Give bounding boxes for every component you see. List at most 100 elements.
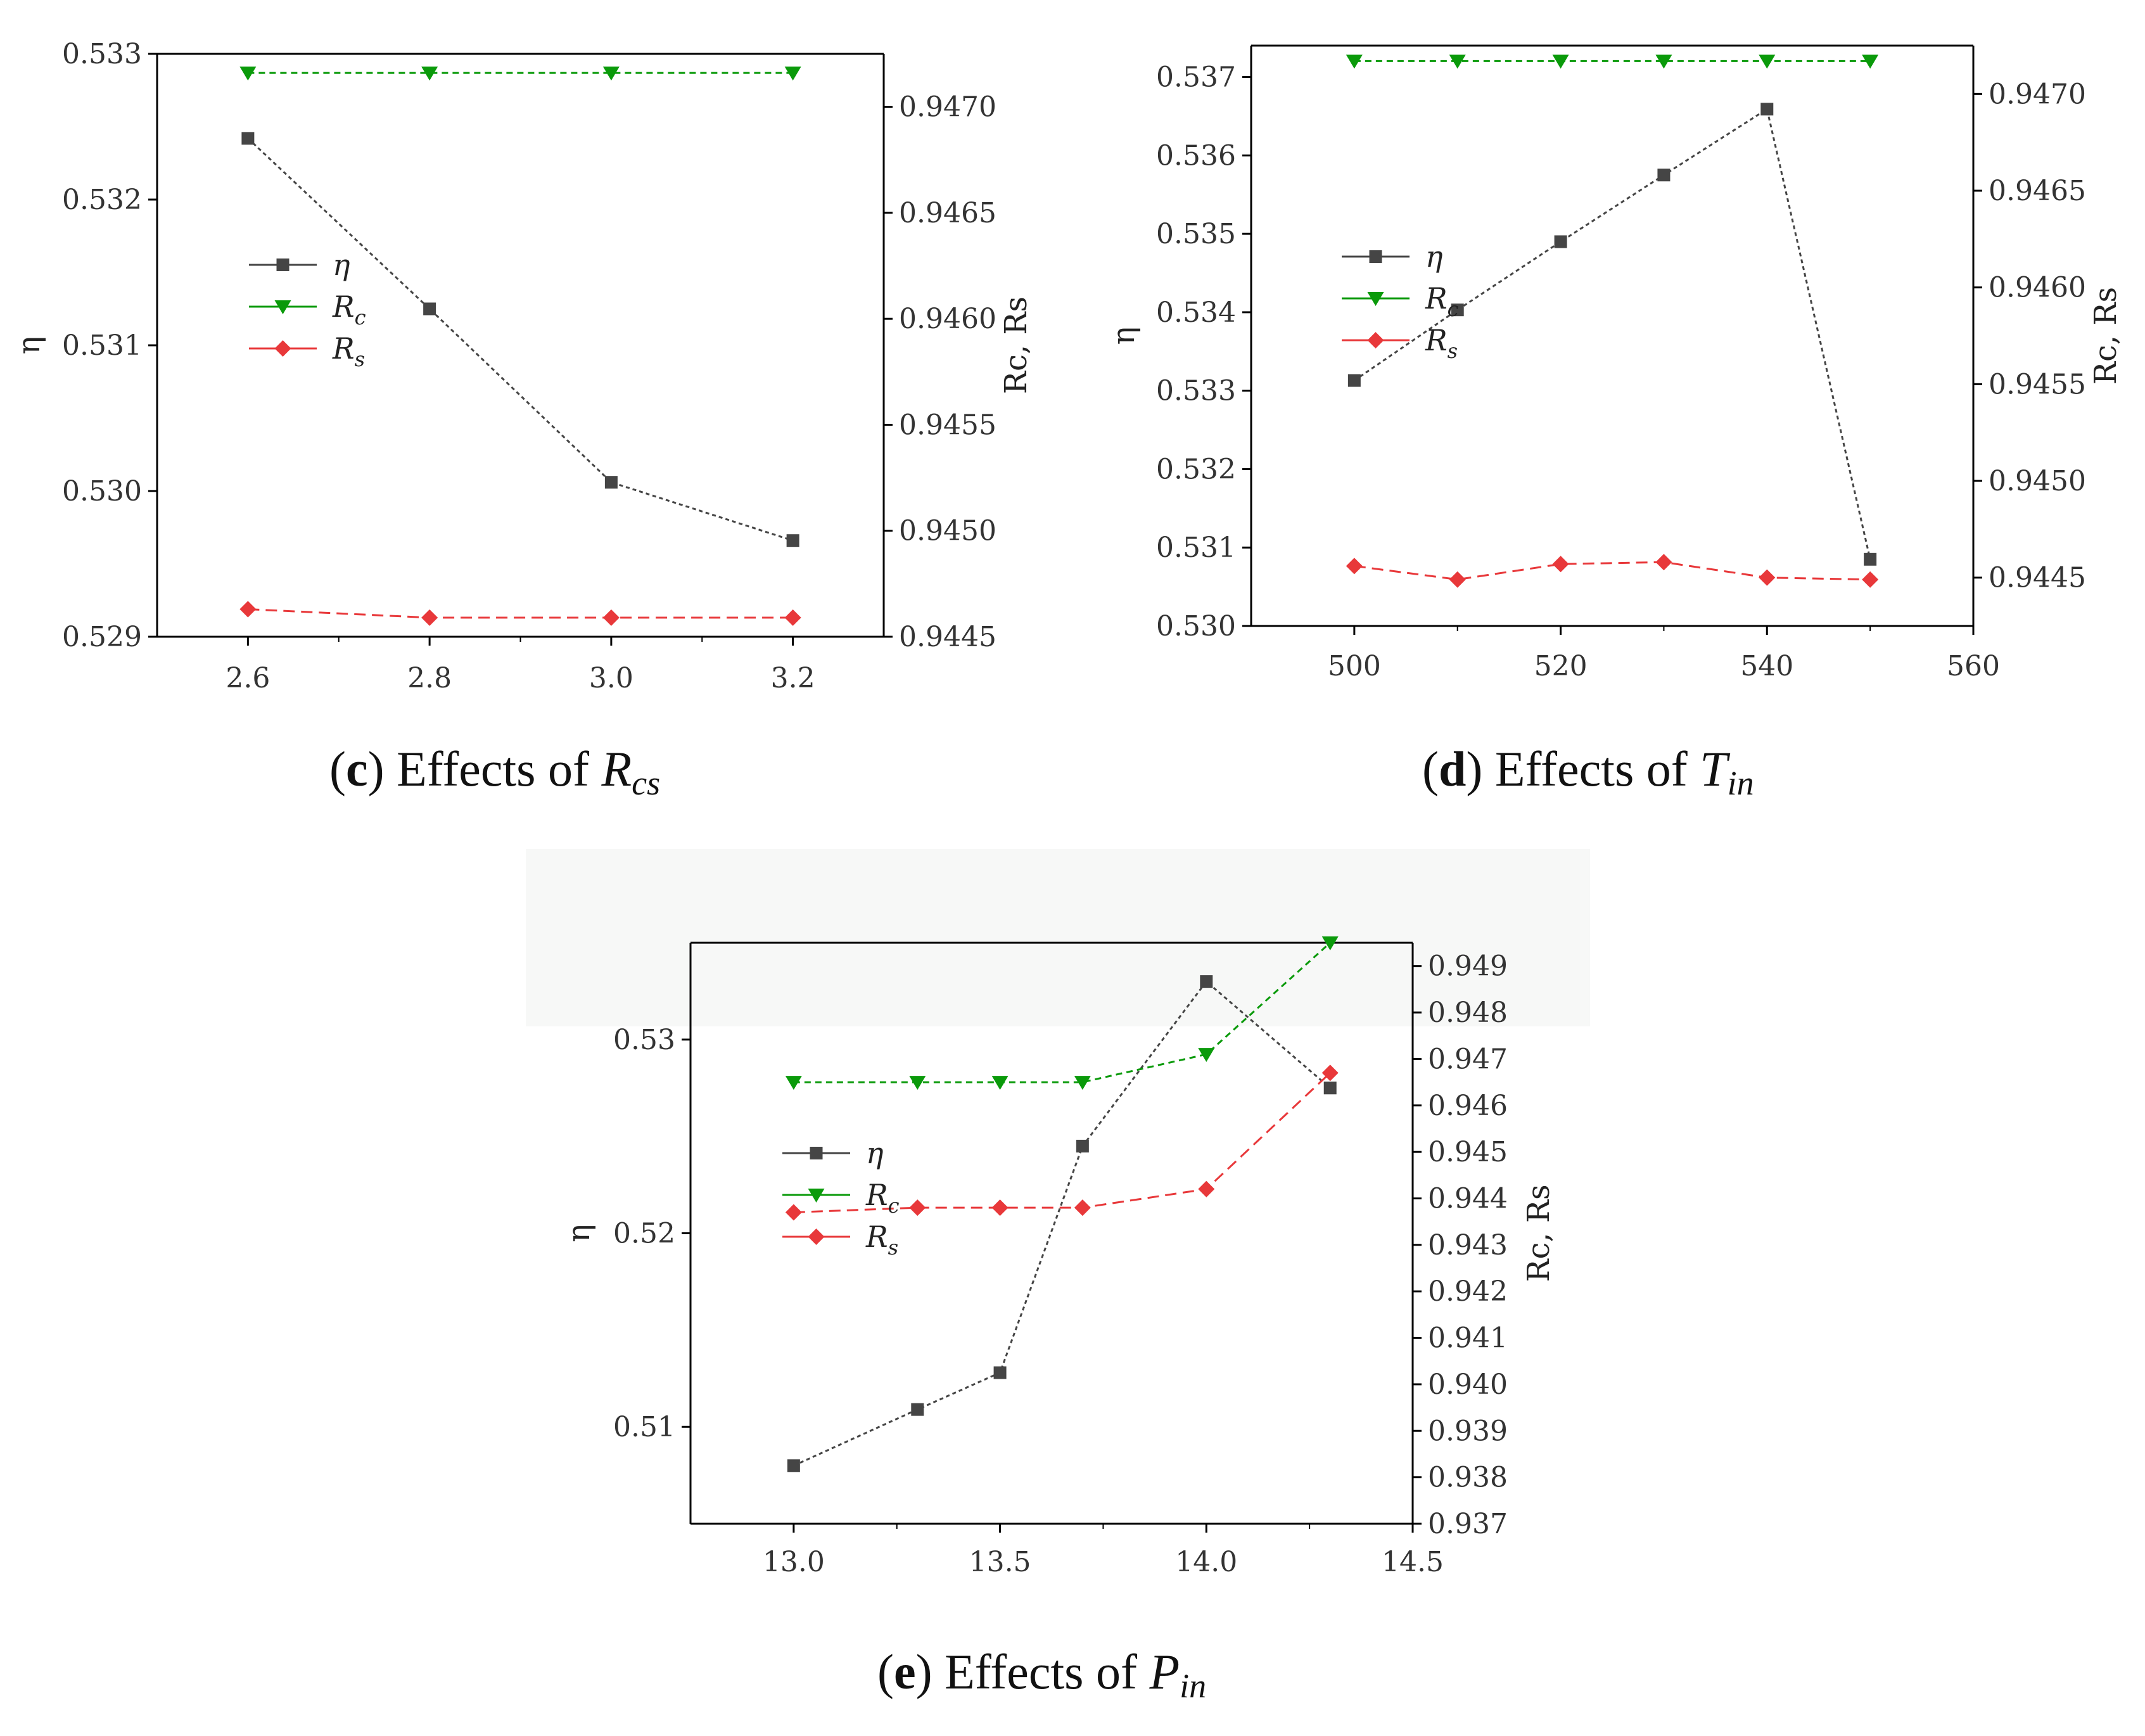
- legend-label: Rc: [332, 290, 366, 329]
- data-point-rc: [1655, 54, 1672, 69]
- x-tick-label: 2.8: [407, 662, 452, 694]
- y-right-tick-label: 0.9455: [1989, 368, 2086, 400]
- data-point-rc: [1449, 54, 1466, 69]
- y-right-axis-title: Rc, Rs: [998, 297, 1034, 394]
- x-tick-label: 3.0: [589, 662, 633, 694]
- chart-d: 500 520 540 560 0.530 0.531 0.532 0.533 0.534 0.5…: [1106, 44, 2123, 802]
- data-point-rc: [1759, 54, 1776, 69]
- legend-marker: [810, 1147, 823, 1159]
- chart-c-caption: (c) Effects of Rcs: [329, 741, 660, 802]
- chart-d-caption: (d) Effects of Tin: [1422, 741, 1754, 802]
- y-right-tick-label: 0.943: [1428, 1229, 1508, 1261]
- y-right-tick-label: 0.9455: [899, 409, 996, 441]
- data-point-rc: [909, 1076, 926, 1090]
- data-point-eta: [1200, 975, 1213, 988]
- data-point-eta: [604, 476, 618, 489]
- x-tick-label: 14.5: [1382, 1546, 1444, 1578]
- y-left-tick-label: 0.530: [62, 475, 142, 507]
- y-right-tick-label: 0.9470: [899, 91, 996, 124]
- data-point-rc: [1862, 54, 1879, 69]
- legend-marker: [808, 1229, 825, 1245]
- y-left-axis-title: η: [561, 1224, 597, 1242]
- y-right-tick-label: 0.945: [1428, 1136, 1508, 1168]
- legend-label: Rc: [865, 1178, 900, 1218]
- legend-label: η: [866, 1136, 884, 1170]
- legend-marker: [1367, 292, 1384, 306]
- x-tick-label: 2.6: [226, 662, 270, 694]
- y-right-tick-label: 0.9460: [1989, 272, 2086, 304]
- data-point-rs: [421, 609, 438, 626]
- series-line-eta: [247, 137, 794, 542]
- data-point-eta: [1554, 235, 1567, 248]
- x-tick-label: 520: [1534, 650, 1588, 682]
- legend-label: Rs: [1425, 323, 1458, 363]
- data-point-rs: [1759, 569, 1776, 586]
- y-right-tick-label: 0.942: [1428, 1275, 1508, 1308]
- y-left-tick-label: 0.533: [62, 38, 142, 70]
- legend-marker: [274, 340, 291, 357]
- series-line-eta: [1354, 107, 1871, 560]
- data-point-eta: [1323, 1082, 1337, 1095]
- data-point-eta: [786, 534, 799, 547]
- data-point-rs: [239, 601, 257, 618]
- data-point-rc: [1346, 54, 1363, 69]
- data-point-eta: [1864, 552, 1877, 566]
- y-right-tick-label: 0.948: [1428, 997, 1508, 1029]
- y-left-tick-label: 0.534: [1156, 297, 1236, 329]
- legend-item-rc: Rc: [1342, 281, 1459, 321]
- data-point-eta: [1076, 1139, 1089, 1152]
- y-right-tick-label: 0.939: [1428, 1415, 1508, 1447]
- data-point-rs: [1198, 1180, 1215, 1197]
- y-right-tick-label: 0.949: [1428, 950, 1508, 983]
- x-tick-label: 500: [1328, 650, 1381, 682]
- y-right-tick-label: 0.9450: [899, 515, 996, 547]
- data-point-rs: [1449, 571, 1466, 588]
- y-right-axis-title: Rc, Rs: [2088, 287, 2123, 385]
- data-point-eta: [1451, 303, 1464, 317]
- chart-c: 2.6 2.8 3.0 3.2 0.529 0.530 0.531 0.532 0.533 0.9…: [11, 38, 1034, 802]
- y-right-tick-label: 0.9450: [1989, 465, 2086, 497]
- data-point-rc: [421, 67, 438, 81]
- legend-label: Rs: [865, 1220, 898, 1260]
- data-point-rs: [785, 1204, 802, 1221]
- x-tick-label: 560: [1947, 650, 2000, 682]
- legend-item-rc: Rc: [249, 290, 366, 329]
- x-tick-label: 14.0: [1175, 1546, 1237, 1578]
- y-right-tick-label: 0.944: [1428, 1182, 1508, 1215]
- y-left-tick-label: 0.532: [1156, 453, 1236, 485]
- series-line-rs: [248, 608, 793, 619]
- legend-marker: [1369, 250, 1382, 263]
- data-point-eta: [993, 1366, 1007, 1379]
- data-point-rs: [1655, 554, 1672, 571]
- y-left-tick-label: 0.533: [1156, 375, 1236, 407]
- legend-label: Rc: [1425, 281, 1459, 321]
- chart-e-caption: (e) Effects of Pin: [877, 1644, 1206, 1705]
- y-right-tick-label: 0.9470: [1989, 78, 2086, 110]
- y-right-tick-label: 0.946: [1428, 1090, 1508, 1122]
- data-point-eta: [423, 302, 436, 316]
- y-left-axis-title: η: [11, 336, 47, 355]
- y-right-tick-label: 0.9445: [899, 621, 996, 653]
- y-left-tick-label: 0.53: [613, 1024, 675, 1056]
- y-right-tick-label: 0.9465: [1989, 175, 2086, 207]
- legend-item-eta: η: [249, 248, 350, 282]
- x-tick-label: 13.5: [969, 1546, 1031, 1578]
- legend-marker: [276, 258, 290, 271]
- x-tick-label: 13.0: [763, 1546, 825, 1578]
- series-line-rs: [1354, 561, 1871, 581]
- y-left-tick-label: 0.52: [613, 1218, 675, 1250]
- legend-item-eta: η: [782, 1136, 884, 1170]
- y-left-tick-label: 0.51: [613, 1411, 675, 1443]
- y-right-tick-label: 0.940: [1428, 1369, 1508, 1401]
- data-point-rs: [909, 1199, 926, 1216]
- y-left-axis-title: η: [1106, 327, 1142, 345]
- data-point-rs: [1552, 556, 1569, 573]
- data-point-eta: [241, 132, 255, 145]
- data-point-rs: [602, 609, 620, 626]
- y-left-tick-label: 0.532: [62, 184, 142, 216]
- y-left-tick-label: 0.531: [62, 329, 142, 362]
- data-point-eta: [1657, 169, 1671, 182]
- data-point-rs: [1074, 1199, 1091, 1216]
- data-point-rc: [785, 1076, 802, 1090]
